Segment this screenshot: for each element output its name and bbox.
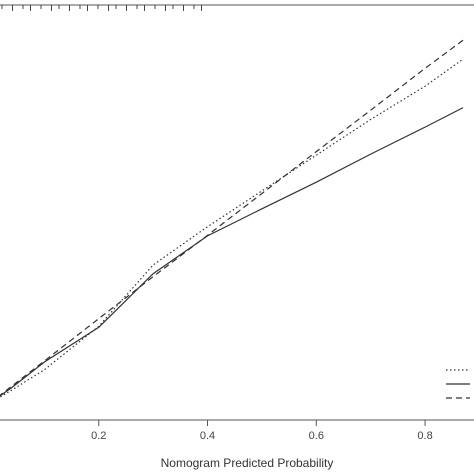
series-group (0, 39, 464, 398)
legend (446, 369, 470, 399)
x-tick-label: 0.6 (309, 430, 324, 442)
series-line-dashed (0, 39, 464, 396)
series-line-solid (0, 107, 464, 397)
plot-frame (0, 4, 474, 421)
x-axis-title: Nomogram Predicted Probability (161, 456, 334, 470)
series-line-dotted (0, 58, 464, 398)
x-tick-label: 0.2 (91, 430, 106, 442)
x-axis: 0.2 0.4 0.6 0.8 (91, 420, 433, 442)
x-tick-label: 0.4 (200, 430, 215, 442)
rug-marks (1, 5, 202, 11)
x-tick-label: 0.8 (417, 430, 432, 442)
